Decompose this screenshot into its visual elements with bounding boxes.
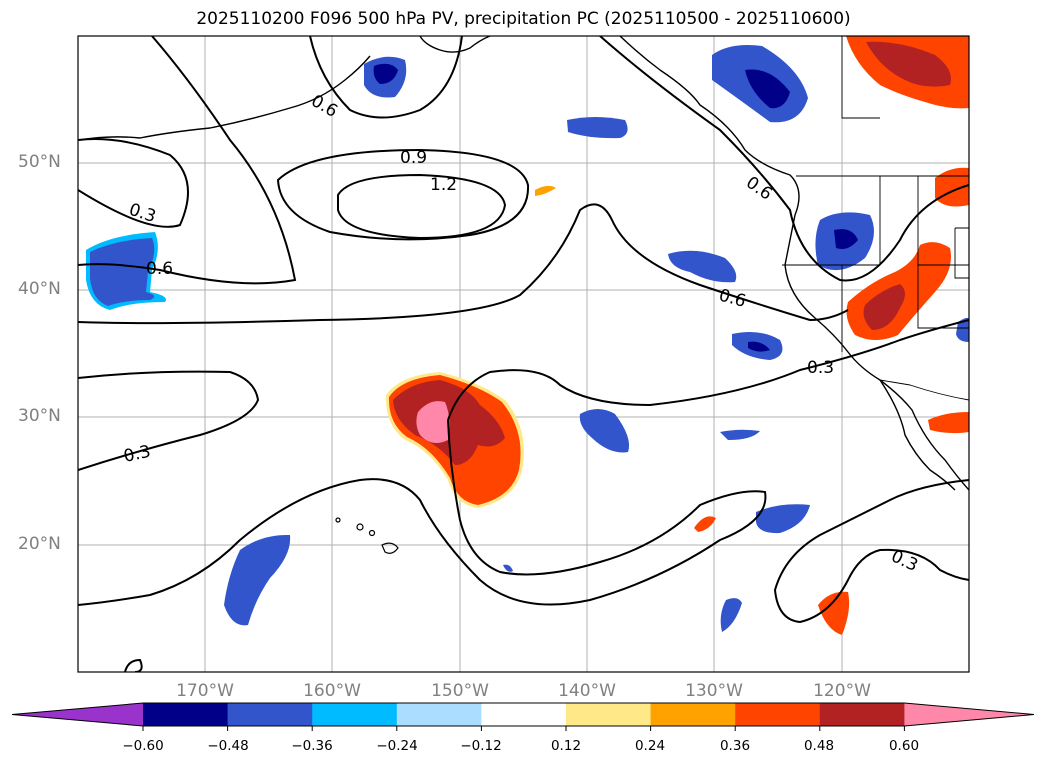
precip-negative-blob [567, 117, 628, 139]
colorbar-segment [227, 703, 313, 726]
lat-label-40n: 40°N [18, 279, 61, 299]
lat-label-20n: 20°N [18, 534, 61, 554]
island-small [356, 523, 364, 531]
contour-label: 0.9 [400, 148, 427, 168]
precip-shading [86, 36, 969, 635]
colorbar-tick-label: −0.12 [460, 738, 502, 754]
pv-contour [124, 658, 143, 672]
colorbar-segment [819, 703, 905, 726]
map-title: 2025110200 F096 500 hPa PV, precipitatio… [196, 9, 851, 29]
hawaiian-islands [335, 517, 399, 554]
precip-negative-blob [834, 229, 858, 249]
borders [782, 36, 969, 401]
lat-label-30n: 30°N [18, 406, 61, 426]
pv-contour [78, 138, 189, 228]
lon-label-150w: 150°W [431, 681, 489, 701]
precip-positive-blob [535, 185, 556, 196]
colorbar-tick-label: −0.24 [376, 738, 418, 754]
pv-contour [276, 148, 530, 241]
lon-label-170w: 170°W [176, 681, 234, 701]
contour-label: 0.6 [717, 286, 748, 312]
colorbar-segment [735, 703, 821, 726]
lon-label-130w: 130°W [685, 681, 743, 701]
pv-contours [78, 36, 969, 672]
precip-negative-blob [373, 63, 398, 84]
colorbar-extend-max [904, 703, 1034, 726]
precip-positive-blob [935, 167, 969, 207]
coastline-baja [879, 379, 956, 491]
precip-positive-blob [694, 516, 716, 532]
precip-negative-blob [720, 429, 760, 440]
colorbar-extend-min [12, 703, 143, 726]
contour-label: 0.3 [807, 358, 834, 378]
colorbar-segment [481, 703, 567, 726]
precip-positive-blob [863, 284, 905, 330]
contour-label: 0.6 [146, 259, 173, 279]
map-frame [77, 35, 970, 673]
colorbar-tick-label: 0.36 [719, 738, 751, 754]
pv-contour [599, 36, 969, 282]
precip-positive-blob [416, 401, 450, 444]
pv-contour [78, 203, 849, 325]
colorbar-tick-label: −0.60 [122, 738, 164, 754]
precip-negative-blob [503, 564, 513, 572]
colorbar-tick-label: −0.36 [291, 738, 333, 754]
contour-labels: 0.9 1.2 0.3 0.6 0.6 0.6 0.6 0.3 0.3 0.3 [122, 91, 921, 576]
precip-negative-blob [748, 341, 770, 352]
colorbar-segment [566, 703, 652, 726]
colorbar-tick-label: 0.24 [634, 738, 666, 754]
contour-label: 0.6 [308, 91, 341, 122]
border-us-mexico [879, 379, 969, 401]
colorbar-segment [312, 703, 398, 726]
precip-negative-blob [956, 317, 969, 342]
precip-negative-blob [745, 69, 790, 109]
colorbar-tick-label: 0.48 [803, 738, 835, 754]
colorbar-segment [396, 703, 482, 726]
pv-contour [773, 479, 969, 624]
precip-negative-blob [224, 534, 291, 626]
island-small [335, 517, 341, 523]
contour-label: 1.2 [430, 175, 457, 195]
precip-positive-blob [866, 41, 951, 87]
contour-label: 0.3 [122, 442, 153, 467]
pv-contour [337, 173, 507, 240]
coastline-alaska-peninsula [419, 36, 491, 53]
colorbar-tick-label: 0.60 [888, 738, 920, 754]
precip-negative-blob [756, 504, 810, 534]
lon-label-140w: 140°W [558, 681, 616, 701]
pv-contour [309, 36, 463, 119]
island-small [368, 529, 376, 537]
pv-contour [447, 319, 969, 421]
coastline-alaska [79, 55, 371, 141]
contour-label: 0.6 [742, 173, 776, 205]
pv-contour [78, 36, 297, 285]
pv-contour [78, 370, 260, 471]
gridlines [78, 36, 969, 672]
colorbar-tick-label: −0.48 [207, 738, 249, 754]
contour-label: 0.3 [126, 200, 158, 227]
pv-contour [78, 419, 767, 606]
lon-label-120w: 120°W [813, 681, 871, 701]
lon-label-160w: 160°W [303, 681, 361, 701]
precip-negative-blob [720, 598, 742, 632]
colorbar-tick-label: 0.12 [550, 738, 582, 754]
colorbar-segment [143, 703, 229, 726]
precip-negative-blob [90, 238, 155, 306]
precip-negative-blob [668, 250, 737, 283]
island-big [381, 542, 399, 554]
precip-negative-blob [579, 409, 630, 453]
lat-label-50n: 50°N [18, 152, 61, 172]
border-us-states [782, 36, 969, 352]
precip-positive-blob [928, 412, 969, 434]
colorbar-segment [650, 703, 736, 726]
precip-positive-blob [818, 591, 850, 635]
colorbar [11, 702, 1035, 731]
